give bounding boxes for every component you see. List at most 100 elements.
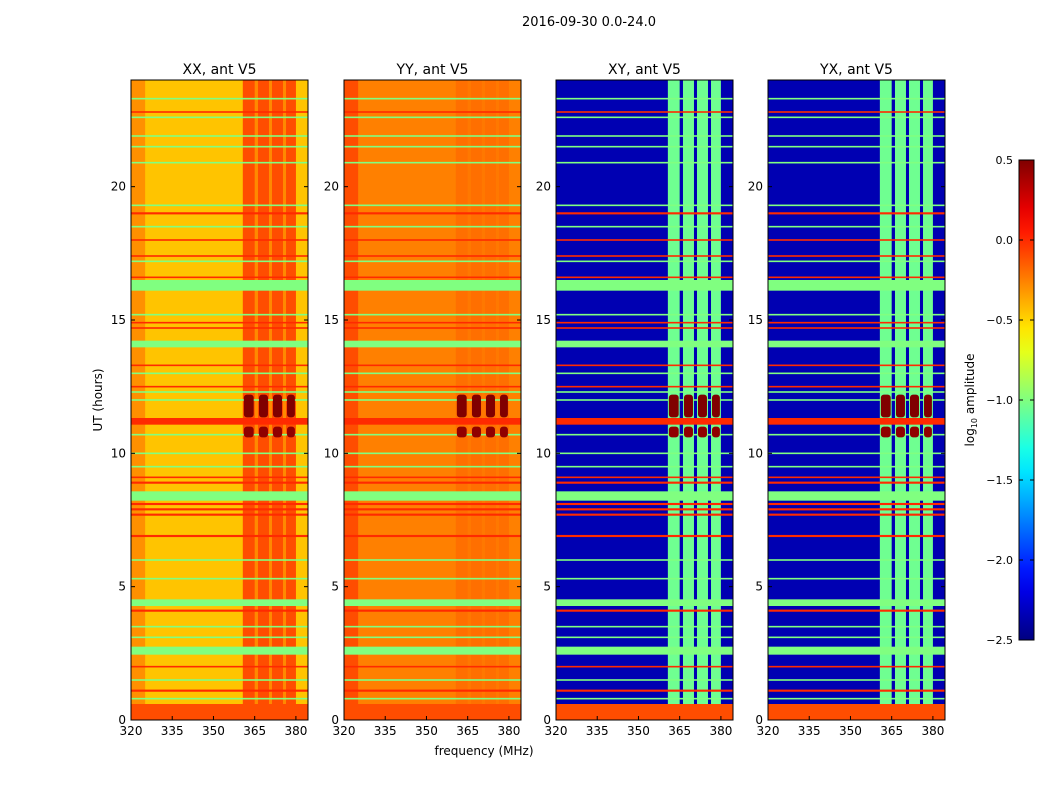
panel-4: YX, ant V5 320 335 350 365 380 0 5 10 15 20 — [748, 62, 946, 738]
rfi-line — [344, 280, 521, 291]
rfi-line — [768, 476, 945, 479]
rfi-line — [768, 399, 945, 401]
rfi-line — [131, 340, 308, 348]
rfi-line — [344, 476, 521, 479]
rfi-line — [131, 364, 308, 367]
rfi-line — [768, 534, 945, 538]
rfi-line — [556, 508, 733, 511]
rfi-line — [344, 372, 521, 375]
rfi-line — [344, 111, 521, 113]
rfi-line — [344, 465, 521, 468]
rfi-line — [556, 399, 733, 401]
rfi-line — [344, 327, 521, 329]
rfi-line — [131, 481, 308, 484]
rfi-line — [344, 97, 521, 100]
rfi-line — [768, 364, 945, 367]
rfi-line — [768, 481, 945, 484]
colorbar: 0.5 0.0 −0.5 −1.0 −1.5 −2.0 −2.5 — [986, 154, 1035, 647]
y-tick-label: 0 — [543, 713, 551, 727]
rfi-line — [556, 391, 733, 393]
rfi-line — [556, 239, 733, 241]
bright-block — [500, 394, 508, 418]
rfi-line — [344, 559, 521, 561]
rfi-line — [344, 513, 521, 516]
rfi-line — [344, 225, 521, 228]
rfi-line — [768, 204, 945, 207]
rfi-line — [556, 116, 733, 119]
rfi-line — [344, 145, 521, 148]
rfi-line — [131, 260, 308, 263]
x-tick-label: 350 — [415, 724, 438, 738]
rfi-line — [768, 97, 945, 100]
y-tick-label: 15 — [111, 313, 126, 327]
rfi-line — [768, 391, 945, 393]
rfi-line — [768, 513, 945, 516]
rfi-line — [131, 276, 308, 279]
rfi-line — [344, 636, 521, 639]
y-axis-label: UT (hours) — [91, 368, 105, 431]
bright-block — [697, 426, 707, 438]
x-tick-label: 335 — [374, 724, 397, 738]
colorbar-tick-label: −1.0 — [986, 394, 1013, 407]
rfi-line — [556, 609, 733, 612]
plot-frame — [343, 79, 522, 721]
x-tick-label: 320 — [333, 724, 356, 738]
bright-block — [456, 394, 467, 418]
rfi-line — [556, 418, 733, 425]
rfi-line — [768, 646, 945, 655]
rfi-line — [768, 679, 945, 681]
rfi-line — [131, 679, 308, 681]
rfi-line — [556, 679, 733, 681]
y-tick-label: 15 — [748, 313, 763, 327]
rfi-line — [768, 465, 945, 468]
rfi-line — [768, 161, 945, 164]
rfi-line — [768, 225, 945, 228]
rfi-line — [768, 508, 945, 511]
bright-block — [500, 426, 508, 438]
rfi-line — [344, 502, 521, 506]
rfi-line — [556, 204, 733, 207]
bright-block — [880, 394, 891, 418]
plot-frame — [130, 79, 309, 721]
rfi-line — [344, 697, 521, 700]
bright-block — [668, 426, 679, 438]
x-tick-label: 380 — [284, 724, 307, 738]
rfi-line — [344, 534, 521, 538]
rfi-line — [556, 280, 733, 291]
rfi-line — [344, 625, 521, 628]
rfi-line — [344, 161, 521, 164]
x-tick-label: 350 — [627, 724, 650, 738]
rfi-line — [556, 225, 733, 228]
rfi-line — [131, 465, 308, 468]
rfi-line — [556, 534, 733, 538]
rfi-line — [344, 433, 521, 436]
rfi-line — [131, 135, 308, 137]
x-tick-label: 320 — [120, 724, 143, 738]
rfi-line — [556, 646, 733, 655]
bright-block — [895, 394, 905, 418]
rfi-line — [344, 665, 521, 668]
colorbar-tick-label: −0.5 — [986, 314, 1013, 327]
y-tick-label: 0 — [118, 713, 126, 727]
rfi-line — [131, 502, 308, 506]
rfi-line — [556, 385, 733, 388]
rfi-line — [344, 679, 521, 681]
x-tick-label: 365 — [243, 724, 266, 738]
rfi-line — [556, 452, 733, 455]
rfi-line — [556, 321, 733, 324]
rfi-line — [768, 280, 945, 291]
rfi-line — [768, 625, 945, 628]
rfi-line — [131, 599, 308, 606]
rfi-line — [768, 111, 945, 113]
rfi-line — [344, 491, 521, 501]
rfi-line — [131, 255, 308, 257]
rfi-line — [556, 704, 733, 720]
rfi-line — [556, 97, 733, 100]
bright-block — [287, 394, 295, 418]
rfi-line — [131, 97, 308, 100]
rfi-line — [768, 116, 945, 119]
rfi-line — [768, 276, 945, 279]
bright-block — [909, 426, 919, 438]
rfi-line — [768, 704, 945, 720]
